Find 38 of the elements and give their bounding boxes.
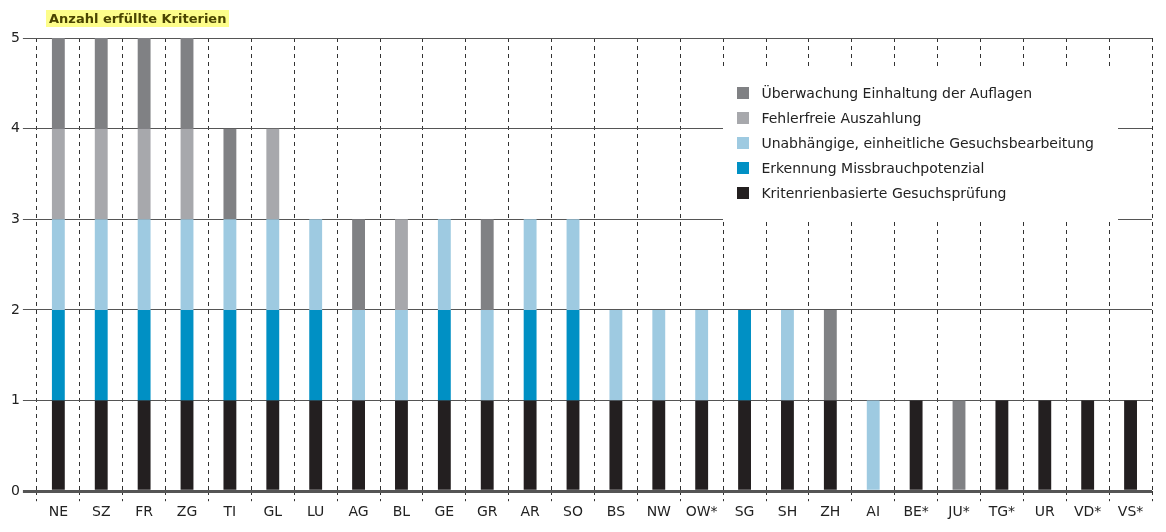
x-tick-label: TI — [222, 503, 237, 520]
x-tick-label: OW* — [685, 503, 718, 520]
x-tick-label: SZ — [92, 503, 111, 520]
y-tick-label: 2 — [10, 300, 20, 317]
x-tick-label: VD* — [1073, 503, 1102, 520]
y-tick-label: 4 — [10, 119, 20, 136]
x-tick-label: NW — [646, 503, 672, 520]
x-tick-label: UR — [1034, 503, 1056, 520]
x-tick-label: LU — [307, 503, 325, 520]
y-tick-label: 0 — [10, 481, 20, 498]
x-tick-label: AR — [520, 503, 541, 520]
x-tick-label: BE* — [903, 503, 929, 520]
y-axis-title: Anzahl erfüllte Kriterien — [46, 10, 230, 27]
x-tick-label: ZH — [820, 503, 841, 520]
x-tick-label: TG* — [987, 503, 1016, 520]
x-tick-label: VS* — [1117, 503, 1144, 520]
x-tick-label: AI — [866, 503, 881, 520]
y-tick-label: 5 — [10, 28, 20, 45]
x-tick-label: SG — [734, 503, 755, 520]
x-tick-label: GR — [476, 503, 498, 520]
legend-label: Kritenrienbasierte Gesuchsprüfung — [761, 185, 1007, 201]
x-tick-label: ZG — [176, 503, 198, 520]
y-tick-label: 3 — [10, 209, 20, 226]
x-tick-label: NE — [48, 503, 69, 520]
x-tick-label: FR — [135, 503, 154, 520]
legend-label: Erkennung Missbrauchpotenzial — [761, 160, 985, 176]
legend-label: Fehlerfreie Auszahlung — [761, 110, 922, 126]
x-tick-label: GE — [434, 503, 455, 520]
x-tick-label: JU* — [947, 503, 970, 520]
x-tick-label: AG — [348, 503, 369, 520]
x-tick-label: GL — [263, 503, 283, 520]
y-tick-label: 1 — [10, 391, 20, 408]
x-tick-label: SO — [563, 503, 583, 520]
legend-label: Unabhängige, einheitliche Gesuchsbearbeitung — [761, 135, 1094, 151]
x-tick-label: SH — [777, 503, 798, 520]
x-tick-label: BL — [392, 503, 411, 520]
x-tick-label: BS — [606, 503, 626, 520]
legend-label: Überwachung Einhaltung der Auflagen — [761, 85, 1033, 101]
